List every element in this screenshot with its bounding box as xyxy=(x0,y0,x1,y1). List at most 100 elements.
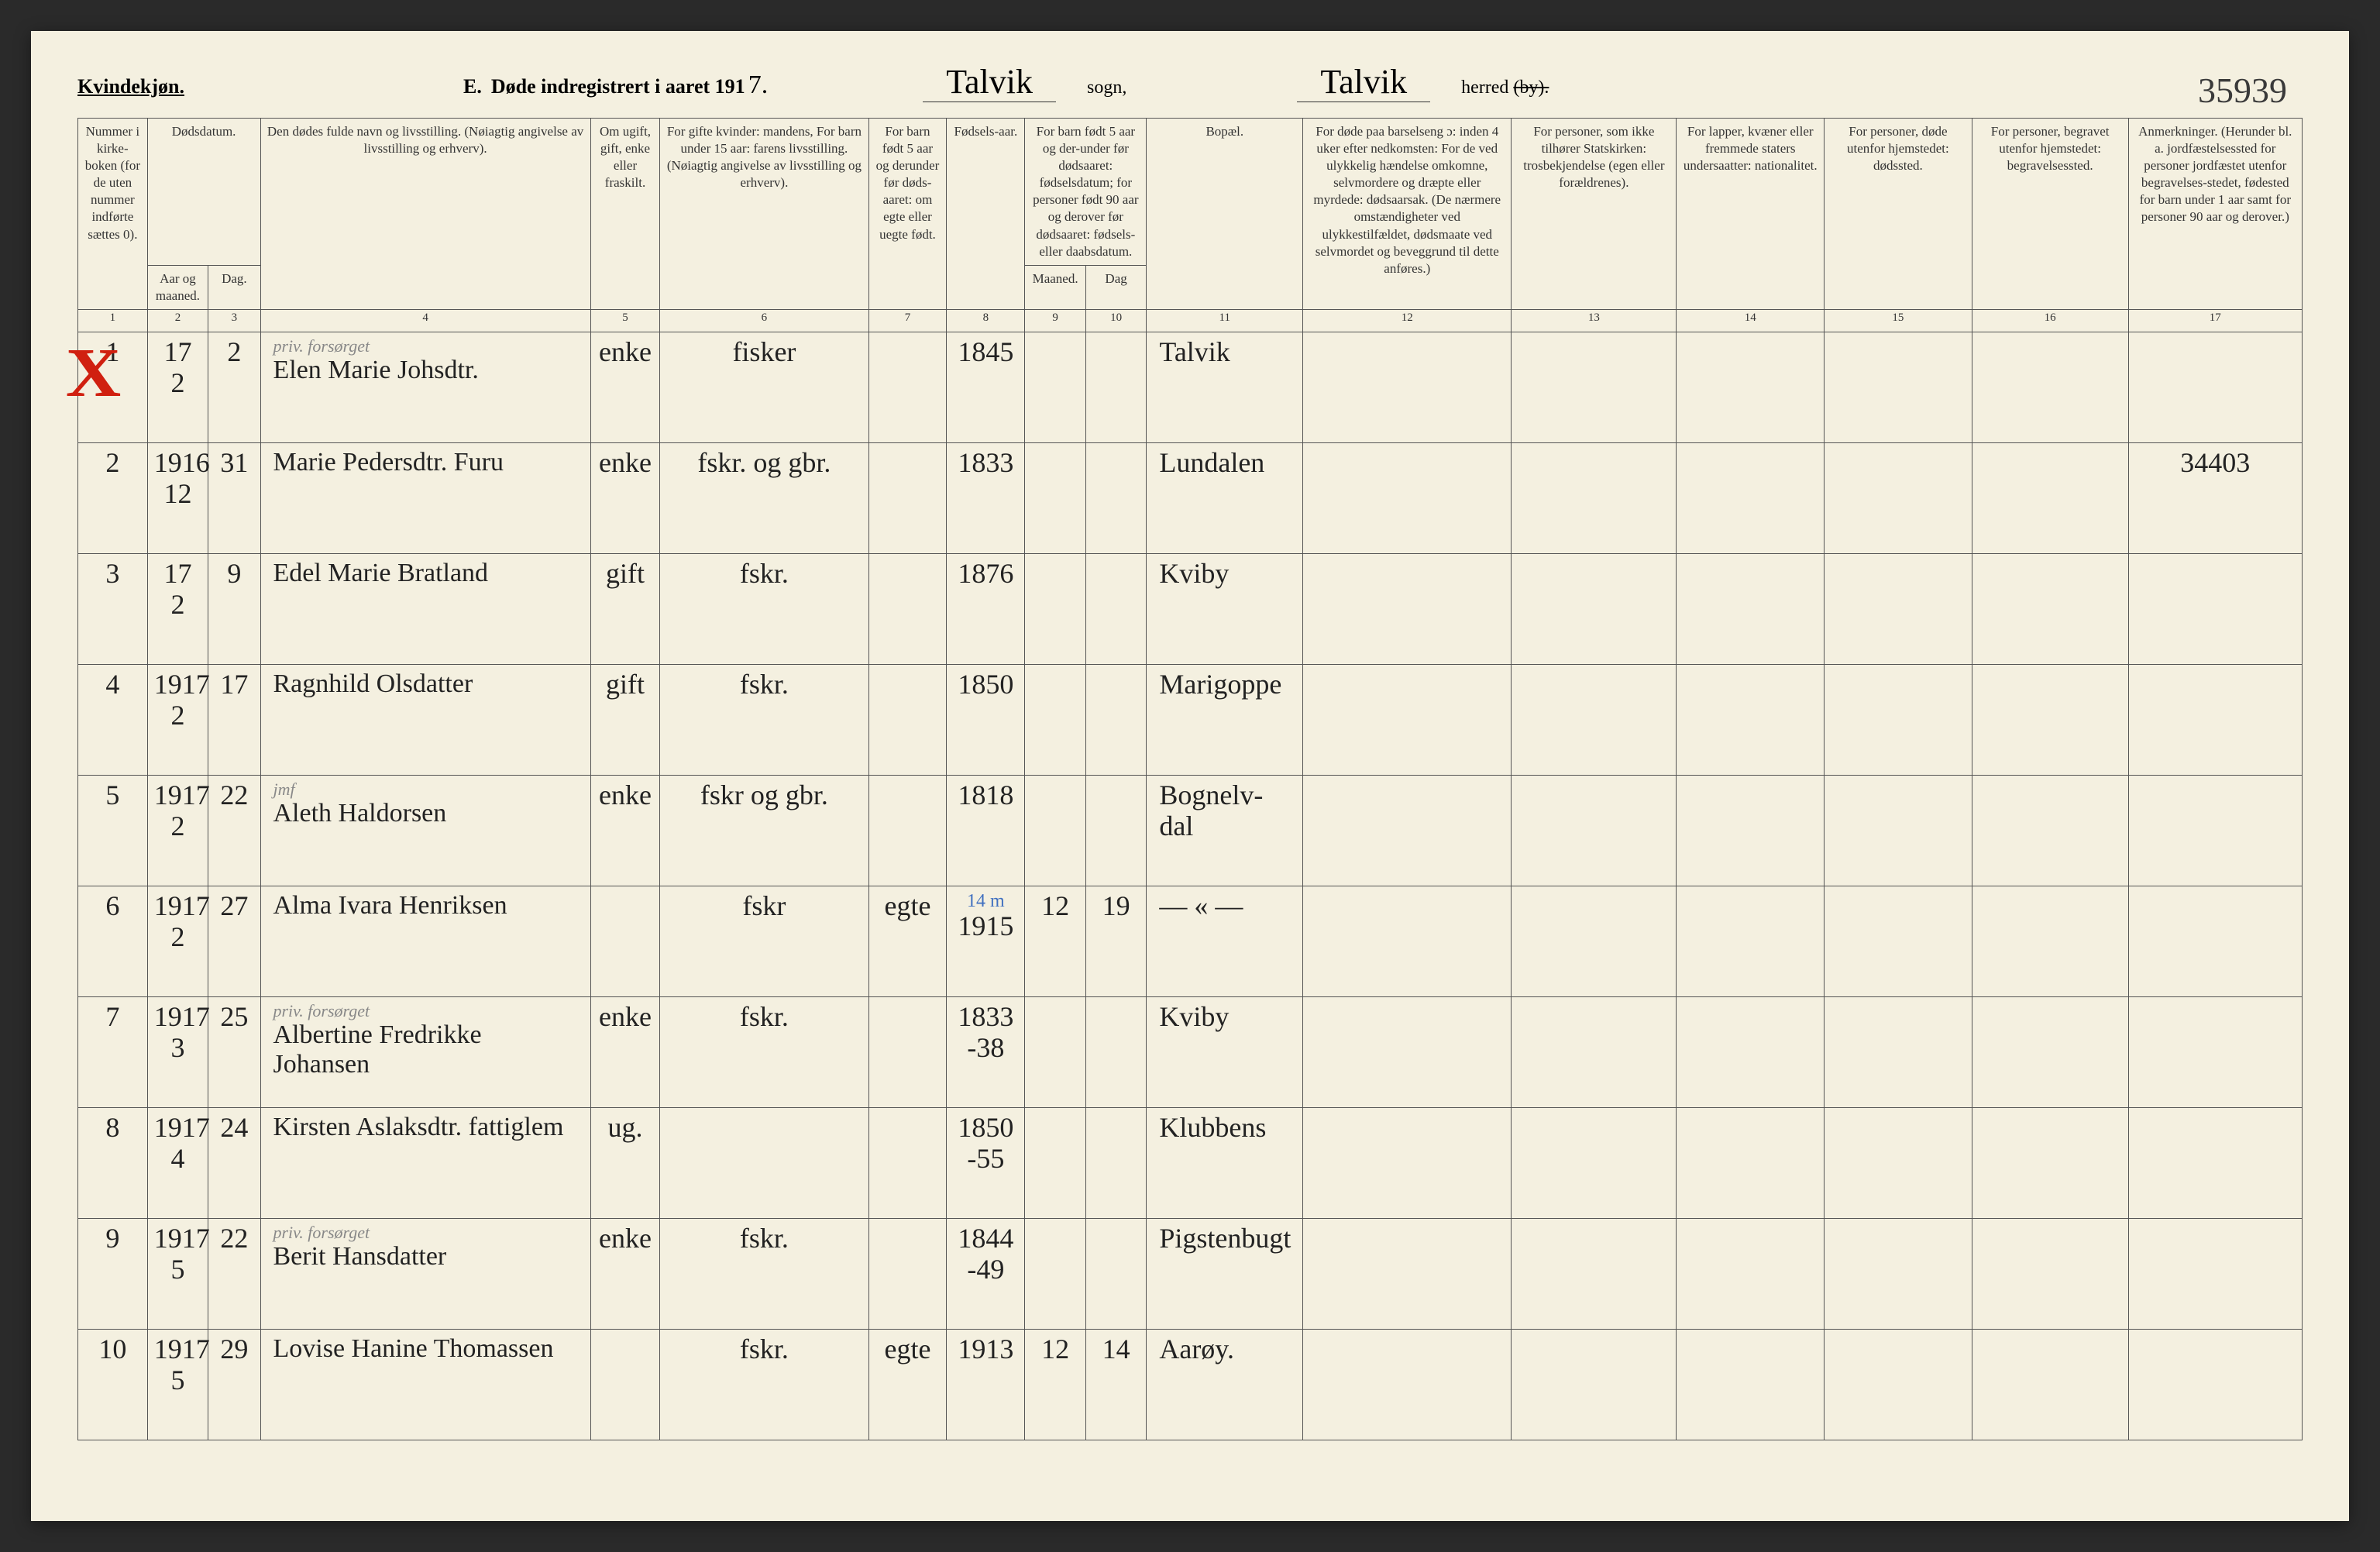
residence-cell: Talvik xyxy=(1147,332,1303,442)
row-number-cell: 6 xyxy=(78,886,148,996)
death-place-cell xyxy=(1825,886,1972,996)
birth-day-cell xyxy=(1085,1218,1147,1329)
birth-month-cell: 12 xyxy=(1025,1329,1086,1440)
table-header: Nummer i kirke-boken (for de uten nummer… xyxy=(78,119,2303,332)
colnum: 3 xyxy=(208,309,260,332)
name-cell: Lovise Hanine Thomassen xyxy=(260,1329,590,1440)
legitimate-cell xyxy=(868,332,947,442)
table-row: 219161231Marie Pedersdtr. Furuenkefskr. … xyxy=(78,442,2303,553)
death-place-cell xyxy=(1825,996,1972,1107)
colnum: 2 xyxy=(147,309,208,332)
occupation-cell: fisker xyxy=(660,332,868,442)
burial-place-cell xyxy=(1972,332,2128,442)
death-year-month-cell: 19174 xyxy=(147,1107,208,1218)
col-header-5: Om ugift, gift, enke eller fraskilt. xyxy=(590,119,660,310)
herred-text: herred xyxy=(1461,77,1508,98)
name-cell: Edel Marie Bratland xyxy=(260,553,590,664)
table-row: 81917424Kirsten Aslaksdtr. fattiglemug.1… xyxy=(78,1107,2303,1218)
colnum: 12 xyxy=(1303,309,1512,332)
legitimate-cell xyxy=(868,996,947,1107)
marital-status-cell: enke xyxy=(590,442,660,553)
birth-year-cell: 1844-49 xyxy=(947,1218,1025,1329)
legitimate-cell xyxy=(868,775,947,886)
table-row: 31729Edel Marie Bratlandgiftfskr.1876Kvi… xyxy=(78,553,2303,664)
colnum: 17 xyxy=(2128,309,2302,332)
death-day-cell: 22 xyxy=(208,1218,260,1329)
name-cell: priv. forsørgetBerit Hansdatter xyxy=(260,1218,590,1329)
name-cell: Kirsten Aslaksdtr. fattiglem xyxy=(260,1107,590,1218)
year-suffix: 7. xyxy=(748,71,769,100)
religion-cell xyxy=(1512,996,1677,1107)
marital-status-cell: enke xyxy=(590,996,660,1107)
name-cell: Ragnhild Olsdatter xyxy=(260,664,590,775)
marital-status-cell: gift xyxy=(590,553,660,664)
table-row: 71917325priv. forsørgetAlbertine Fredrik… xyxy=(78,996,2303,1107)
burial-place-cell xyxy=(1972,1329,2128,1440)
birth-day-cell xyxy=(1085,1107,1147,1218)
residence-cell: Marigoppe xyxy=(1147,664,1303,775)
burial-place-cell xyxy=(1972,886,2128,996)
row-number-cell: 4 xyxy=(78,664,148,775)
marital-status-cell: enke xyxy=(590,775,660,886)
death-day-cell: 17 xyxy=(208,664,260,775)
religion-cell xyxy=(1512,664,1677,775)
death-day-cell: 29 xyxy=(208,1329,260,1440)
birth-year-cell: 1876 xyxy=(947,553,1025,664)
residence-cell: Pigstenbugt xyxy=(1147,1218,1303,1329)
burial-place-cell xyxy=(1972,1218,2128,1329)
colnum: 16 xyxy=(1972,309,2128,332)
col-header-2a: Dødsdatum. xyxy=(147,119,260,266)
col-header-12: For døde paa barselseng ɔ: inden 4 uker … xyxy=(1303,119,1512,310)
marital-status-cell: enke xyxy=(590,1218,660,1329)
col-header-2b: Aar og maaned. xyxy=(147,265,208,309)
nationality-cell xyxy=(1677,553,1825,664)
col-header-6: For gifte kvinder: mandens, For barn und… xyxy=(660,119,868,310)
cause-cell xyxy=(1303,775,1512,886)
cause-cell xyxy=(1303,553,1512,664)
residence-cell: Kviby xyxy=(1147,996,1303,1107)
occupation-cell xyxy=(660,1107,868,1218)
occupation-cell: fskr. xyxy=(660,1218,868,1329)
cause-cell xyxy=(1303,442,1512,553)
death-year-month-cell: 19175 xyxy=(147,1218,208,1329)
birth-day-cell xyxy=(1085,996,1147,1107)
religion-cell xyxy=(1512,332,1677,442)
birth-day-cell: 14 xyxy=(1085,1329,1147,1440)
col-header-15: For personer, døde utenfor hjemstedet: d… xyxy=(1825,119,1972,310)
remarks-cell xyxy=(2128,775,2302,886)
residence-cell: Lundalen xyxy=(1147,442,1303,553)
marital-status-cell: gift xyxy=(590,664,660,775)
legitimate-cell xyxy=(868,553,947,664)
col-header-8: Fødsels-aar. xyxy=(947,119,1025,310)
colnum: 7 xyxy=(868,309,947,332)
death-place-cell xyxy=(1825,1329,1972,1440)
row-number-cell: 2 xyxy=(78,442,148,553)
col-header-9b: Dag xyxy=(1085,265,1147,309)
remarks-cell xyxy=(2128,886,2302,996)
colnum: 6 xyxy=(660,309,868,332)
colnum: 13 xyxy=(1512,309,1677,332)
col-header-9a: Maaned. xyxy=(1025,265,1086,309)
name-cell: jmfAleth Haldorsen xyxy=(260,775,590,886)
nationality-cell xyxy=(1677,886,1825,996)
colnum: 1 xyxy=(78,309,148,332)
birth-day-cell xyxy=(1085,332,1147,442)
sogn-name: Talvik xyxy=(923,62,1056,102)
marital-status-cell: enke xyxy=(590,332,660,442)
residence-cell: — « — xyxy=(1147,886,1303,996)
occupation-cell: fskr. xyxy=(660,553,868,664)
occupation-cell: fskr xyxy=(660,886,868,996)
remarks-cell xyxy=(2128,1329,2302,1440)
occupation-cell: fskr og gbr. xyxy=(660,775,868,886)
name-cell: priv. forsørgetElen Marie Johsdtr. xyxy=(260,332,590,442)
death-day-cell: 31 xyxy=(208,442,260,553)
birth-day-cell xyxy=(1085,442,1147,553)
table-body: 11722priv. forsørgetElen Marie Johsdtr.e… xyxy=(78,332,2303,1440)
col-header-1: Nummer i kirke-boken (for de uten nummer… xyxy=(78,119,148,310)
legitimate-cell: egte xyxy=(868,1329,947,1440)
page-number: 35939 xyxy=(2198,70,2287,111)
cause-cell xyxy=(1303,1107,1512,1218)
legitimate-cell xyxy=(868,664,947,775)
death-day-cell: 2 xyxy=(208,332,260,442)
death-place-cell xyxy=(1825,1107,1972,1218)
